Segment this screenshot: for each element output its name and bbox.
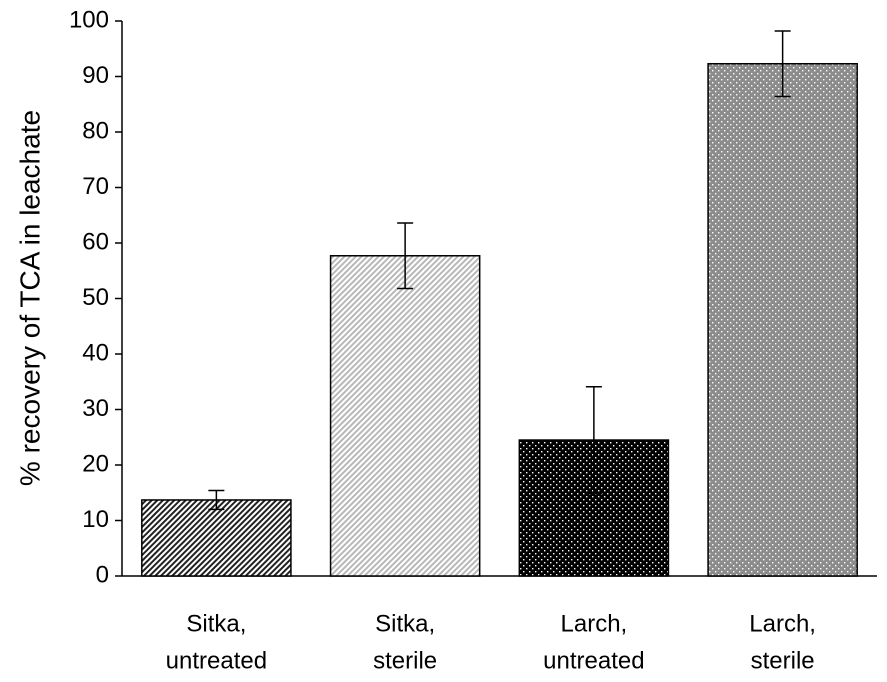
x-tick-label: Larch,	[561, 610, 628, 637]
bar	[329, 255, 481, 577]
x-tick-label: Sitka,	[186, 610, 246, 637]
y-tick-label: 60	[82, 228, 109, 255]
y-tick-label: 10	[82, 506, 109, 533]
error-bar	[208, 489, 225, 511]
x-tick-label: untreated	[166, 647, 267, 674]
y-tick-label: 80	[82, 117, 109, 144]
y-tick-label: 70	[82, 173, 109, 200]
bar	[707, 62, 858, 577]
y-tick-label: 20	[82, 450, 109, 477]
error-bar	[397, 222, 414, 290]
bar	[141, 499, 292, 577]
error-bar	[585, 385, 602, 495]
x-tick-label: untreated	[543, 647, 644, 674]
y-tick-label: 30	[82, 395, 109, 422]
x-tick-label: Larch,	[749, 610, 816, 637]
x-tick-label: Sitka,	[375, 610, 435, 637]
y-tick-label: 40	[82, 339, 109, 366]
error-bar	[774, 30, 791, 98]
x-tick-label: sterile	[751, 647, 815, 674]
y-tick-label: 0	[96, 561, 109, 588]
y-tick-label: 90	[82, 62, 109, 89]
y-tick-label: 100	[69, 6, 109, 33]
y-tick-label: 50	[82, 284, 109, 311]
x-tick-label: sterile	[373, 647, 437, 674]
y-axis-label: % recovery of TCA in leachate	[14, 110, 45, 486]
